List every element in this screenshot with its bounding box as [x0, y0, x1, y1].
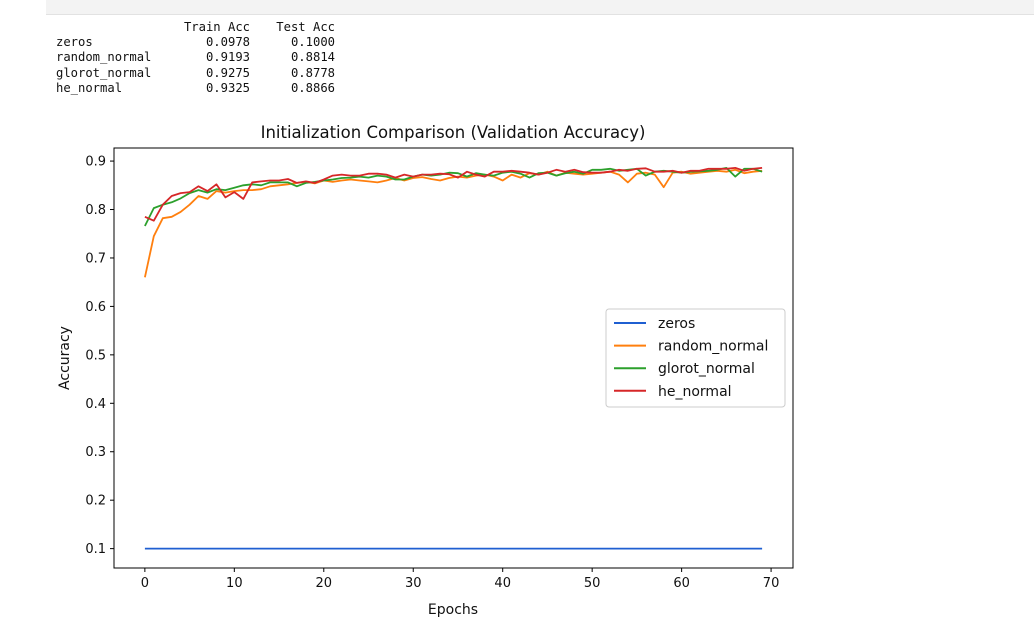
table-cell-test: 0.8814: [290, 50, 335, 65]
table-row: glorot_normal 0.9275 0.8778: [56, 66, 335, 81]
y-tick-label: 0.1: [85, 542, 106, 557]
table-cell-train: 0.9325: [205, 80, 250, 95]
y-tick-label: 0.6: [85, 300, 106, 315]
table-header-test: Test Acc: [276, 20, 335, 34]
legend-label: glorot_normal: [658, 361, 755, 377]
legend-label: he_normal: [658, 384, 732, 400]
table-cell-test: 0.1000: [290, 35, 335, 50]
x-axis-label: Epochs: [428, 602, 478, 618]
table-cell-train: 0.9275: [205, 65, 250, 80]
y-tick-label: 0.7: [85, 251, 106, 266]
table-header-name: [56, 20, 182, 35]
table-cell-name: zeros: [56, 35, 93, 50]
table-cell-train: 0.0978: [205, 35, 250, 50]
x-tick-label: 20: [316, 576, 333, 591]
table-row: he_normal 0.9325 0.8866: [56, 81, 335, 96]
x-tick-label: 0: [141, 576, 149, 591]
y-tick-label: 0.9: [85, 155, 106, 170]
table-cell-name: random_normal: [56, 50, 152, 65]
legend-label: zeros: [658, 316, 695, 332]
x-tick-label: 60: [673, 576, 690, 591]
table-cell-test: 0.8778: [290, 65, 335, 80]
table-cell-name: he_normal: [56, 80, 123, 95]
table-header-row: Train Acc Test Acc: [56, 20, 335, 35]
x-axis: 0 10 20 30 40 50 60 70: [141, 568, 780, 591]
x-tick-label: 10: [226, 576, 243, 591]
chart-title: Initialization Comparison (Validation Ac…: [261, 123, 646, 142]
table-row: random_normal 0.9193 0.8814: [56, 50, 335, 65]
x-tick-label: 30: [405, 576, 422, 591]
y-axis-label: Accuracy: [57, 326, 73, 390]
x-tick-label: 50: [584, 576, 601, 591]
series-group: [144, 167, 763, 550]
accuracy-line-chart: Initialization Comparison (Validation Ac…: [57, 123, 794, 618]
legend-label: random_normal: [658, 339, 768, 355]
table-cell-name: glorot_normal: [56, 65, 152, 80]
table-cell-test: 0.8866: [290, 80, 335, 95]
legend-box: [605, 308, 786, 408]
previous-cell-strip: [46, 0, 1034, 15]
y-axis: 0.1 0.2 0.3 0.4 0.5 0.6 0.7 0.8 0.9: [85, 155, 114, 557]
x-tick-label: 40: [494, 576, 511, 591]
table-header-train: Train Acc: [183, 20, 250, 34]
y-tick-label: 0.4: [85, 397, 106, 412]
chart-legend: zeros random_normal glorot_normal he_normal: [605, 308, 786, 408]
results-table: Train Acc Test Acc zeros 0.0978 0.1000 r…: [56, 20, 335, 96]
x-tick-label: 70: [763, 576, 780, 591]
table-row: zeros 0.0978 0.1000: [56, 35, 335, 50]
y-tick-label: 0.5: [85, 348, 106, 363]
y-tick-label: 0.8: [85, 203, 106, 218]
table-cell-train: 0.9193: [205, 50, 250, 65]
y-tick-label: 0.3: [85, 445, 106, 460]
series-line-he-normal: [144, 167, 763, 222]
y-tick-label: 0.2: [85, 494, 106, 509]
